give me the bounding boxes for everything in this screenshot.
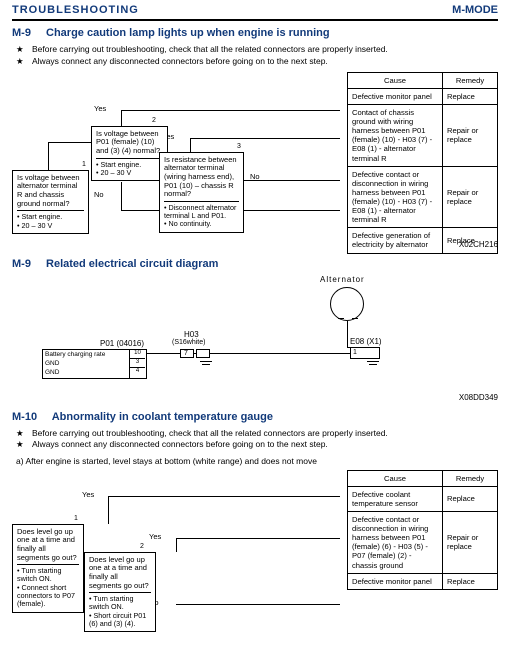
star-icon: ★: [16, 439, 26, 449]
star-icon: ★: [16, 428, 26, 438]
m9-title: M-9 Charge caution lamp lights up when e…: [12, 27, 498, 40]
m10-subnote: a) After engine is started, level stays …: [16, 456, 498, 466]
table-row: Replace: [443, 88, 498, 104]
m9-bullet-1: Always connect any disconnected connecto…: [32, 56, 328, 66]
ground-icon: [367, 361, 379, 371]
p01-label: P01 (04016): [100, 339, 144, 349]
m9-ref: X02CH216: [459, 240, 498, 250]
table-row: Defective monitor panel: [348, 573, 443, 589]
step-2: 2: [152, 117, 156, 125]
m9-box2: Is voltage between P01 (female) (10) and…: [91, 126, 168, 181]
m9circ-title-text: Related electrical circuit diagram: [46, 258, 218, 270]
alternator-icon: [330, 287, 364, 321]
m9-box1-main: Is voltage between alternator terminal R…: [17, 174, 84, 209]
header-right: M-MODE: [452, 4, 498, 17]
table-row: Replace: [443, 486, 498, 511]
no-label: No: [94, 190, 104, 199]
m9-flow-region: Yes Yes No No 1 2 3 Is voltage between a…: [12, 72, 498, 252]
e08-pin1: 1: [353, 349, 357, 357]
m10-title-text: Abnormality in coolant temperature gauge: [52, 411, 273, 423]
step-3: 3: [237, 143, 241, 151]
gnd2-label: GND: [45, 369, 59, 377]
h03-pin7: 7: [184, 350, 188, 358]
table-corner: [340, 471, 347, 478]
table-row: Defective contact or disconnection in wi…: [348, 166, 443, 228]
m10-box2: Does level go up one at a time and final…: [84, 552, 156, 633]
m10-title: M-10 Abnormality in coolant temperature …: [12, 411, 498, 424]
m9circ-title: M-9 Related electrical circuit diagram: [12, 258, 498, 271]
remedy-header: Remedy: [443, 470, 498, 486]
m10-num: M-10: [12, 411, 37, 423]
table-row: Repair or replace: [443, 104, 498, 166]
m9-bullet-0: Before carrying out troubleshooting, che…: [32, 44, 388, 54]
m9-title-text: Charge caution lamp lights up when engin…: [46, 27, 330, 39]
s16-label: (S16white): [172, 339, 205, 347]
e08-connector: 1: [350, 347, 380, 359]
table-row: Defective generation of electricity by a…: [348, 228, 443, 253]
cause-header: Cause: [348, 72, 443, 88]
remedy-header: Remedy: [443, 72, 498, 88]
table-row: Repair or replace: [443, 512, 498, 574]
p01-connector: Battery charging rate GND GND 10 3 4: [42, 349, 147, 379]
m10-box1: Does level go up one at a time and final…: [12, 524, 84, 613]
m9-box2-sub: • Start engine. • 20 – 30 V: [96, 158, 163, 178]
header-left: TROUBLESHOOTING: [12, 4, 139, 17]
table-row: Contact of chassis ground with wiring ha…: [348, 104, 443, 166]
m9-cause-table: Cause Remedy Defective monitor panelRepl…: [347, 72, 498, 254]
m10-bullet-1: Always connect any disconnected connecto…: [32, 439, 328, 449]
m9-circuit: Alternator E08 (X1) 1 H03 (S16white) 7 P…: [12, 275, 498, 405]
e08-label: E08 (X1): [350, 337, 382, 347]
m10-cause-table: Cause Remedy Defective coolant temperatu…: [347, 470, 498, 590]
m9circ-num: M-9: [12, 258, 31, 270]
m9-num: M-9: [12, 27, 31, 39]
m9-box1-sub: • Start engine. • 20 – 30 V: [17, 210, 84, 230]
star-icon: ★: [16, 44, 26, 54]
p01-pin10: 10: [130, 350, 145, 359]
m9-box3: Is resistance between alternator termina…: [159, 152, 244, 233]
ground-icon: [200, 361, 212, 371]
h03-conn-left: 7: [180, 349, 194, 358]
m9-box3-sub: • Disconnect alternator terminal L and P…: [164, 201, 239, 229]
table-corner: [340, 73, 347, 80]
h03-conn-right: [196, 349, 210, 358]
table-row: Defective monitor panel: [348, 88, 443, 104]
yes-label: Yes: [94, 104, 106, 113]
m9-box2-main: Is voltage between P01 (female) (10) and…: [96, 130, 163, 156]
alternator-label: Alternator: [320, 275, 365, 285]
p01-pin3: 3: [130, 359, 145, 368]
yes-label: Yes: [82, 490, 94, 499]
table-row: Replace: [443, 573, 498, 589]
table-row: Defective coolant temperature sensor: [348, 486, 443, 511]
m9-box1: Is voltage between alternator terminal R…: [12, 170, 89, 234]
page-header: TROUBLESHOOTING M-MODE: [12, 0, 498, 21]
table-row: Repair or replace: [443, 166, 498, 228]
m9circ-ref: X08DD349: [459, 393, 498, 403]
cause-header: Cause: [348, 470, 443, 486]
m10-bullets: ★ Before carrying out troubleshooting, ch…: [16, 428, 498, 449]
m10-box1-sub: • Turn starting switch ON. • Connect sho…: [17, 564, 79, 608]
m10-bullet-0: Before carrying out troubleshooting, che…: [32, 428, 388, 438]
step-1: 1: [82, 161, 86, 169]
step-2: 2: [140, 543, 144, 551]
m10-box1-main: Does level go up one at a time and final…: [17, 528, 79, 563]
step-1: 1: [74, 515, 78, 523]
m10-box2-main: Does level go up one at a time and final…: [89, 556, 151, 591]
m10-box2-sub: • Turn starting switch ON. • Short circu…: [89, 592, 151, 628]
m9-box3-main: Is resistance between alternator termina…: [164, 156, 239, 199]
m10-flow-region: Yes Yes No No 1 2 Does level go up one a…: [12, 470, 498, 618]
table-row: Defective contact or disconnection in wi…: [348, 512, 443, 574]
p01-pin4: 4: [130, 368, 145, 377]
batt-label: Battery charging rate: [45, 351, 105, 359]
star-icon: ★: [16, 56, 26, 66]
gnd1-label: GND: [45, 360, 59, 368]
yes-label: Yes: [149, 532, 161, 541]
m9-bullets: ★ Before carrying out troubleshooting, ch…: [16, 44, 498, 65]
